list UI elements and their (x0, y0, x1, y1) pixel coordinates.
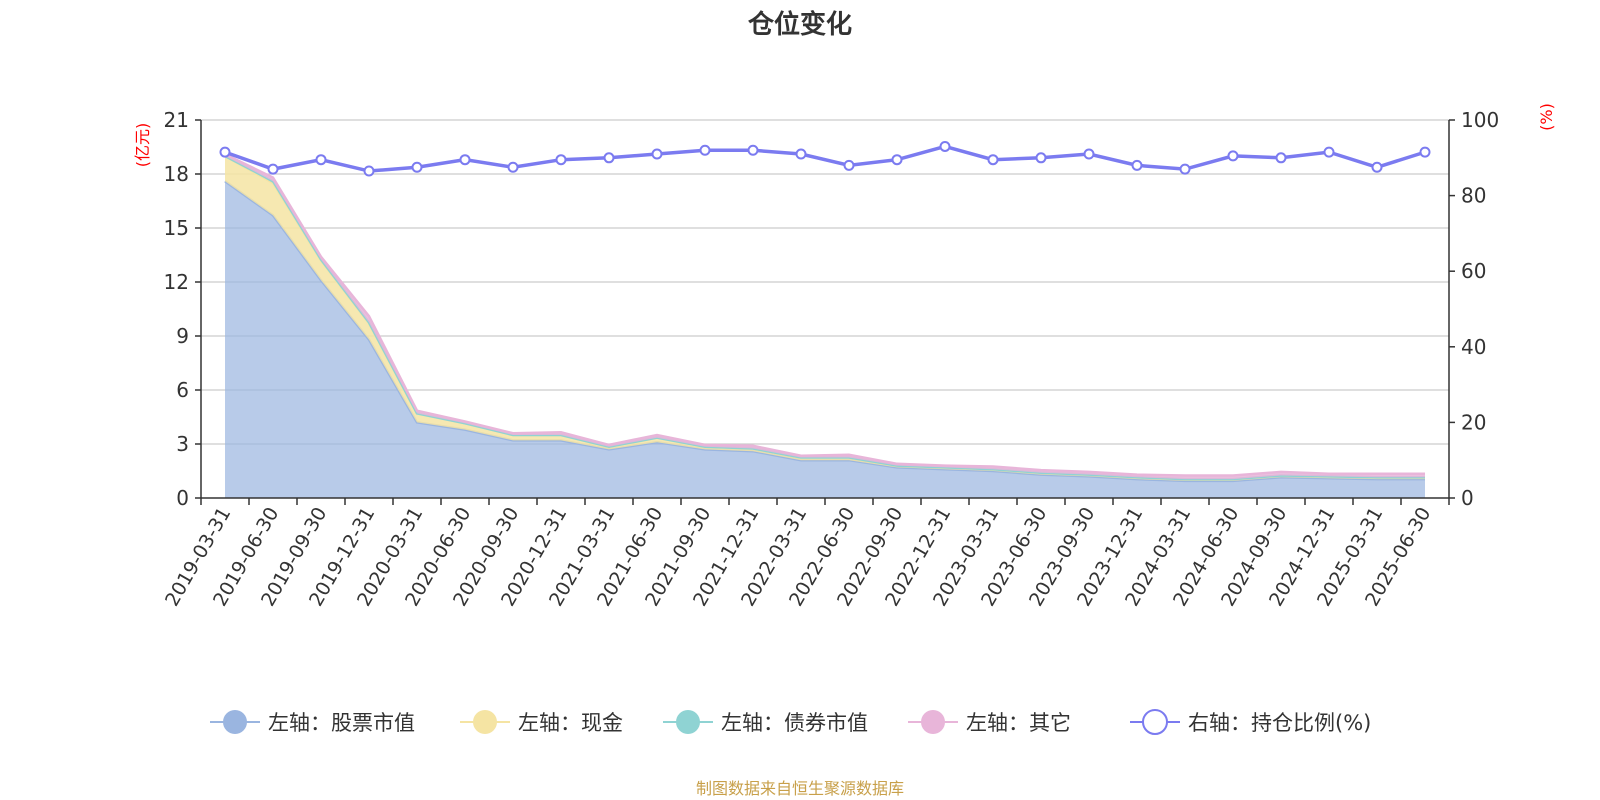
ratio-point[interactable] (939, 140, 951, 152)
area-0 (225, 181, 1425, 498)
right-tick-label: 0 (1461, 486, 1474, 510)
ratio-point[interactable] (1371, 161, 1383, 173)
ratio-point[interactable] (747, 144, 759, 156)
ratio-point[interactable] (843, 159, 855, 171)
right-axis-unit: (%) (1537, 103, 1556, 131)
ratio-point[interactable] (1035, 152, 1047, 164)
ratio-point[interactable] (459, 154, 471, 166)
ratio-point[interactable] (1419, 146, 1431, 158)
legend-label: 左轴：其它 (966, 711, 1071, 735)
legend[interactable]: 左轴：股票市值 左轴：现金 左轴：债券市值 左轴：其它 右轴：持仓比例(%) (210, 709, 1371, 735)
legend-circle-icon (676, 710, 700, 734)
ratio-point[interactable] (1179, 163, 1191, 175)
legend-label: 左轴：现金 (518, 711, 623, 735)
legend-label: 右轴：持仓比例(%) (1188, 711, 1371, 735)
right-tick-label: 60 (1461, 259, 1486, 283)
ratio-line (224, 144, 1426, 173)
ratio-point[interactable] (315, 154, 327, 166)
ratio-point[interactable] (1227, 150, 1239, 162)
ratio-point[interactable] (651, 148, 663, 160)
ratio-point[interactable] (1083, 148, 1095, 160)
ratio-point[interactable] (555, 154, 567, 166)
legend-label: 左轴：债券市值 (721, 711, 868, 735)
left-tick-label: 6 (176, 378, 189, 402)
right-tick-label: 20 (1461, 410, 1486, 434)
legend-item-4[interactable]: 右轴：持仓比例(%) (1130, 709, 1371, 735)
ratio-point[interactable] (987, 154, 999, 166)
left-tick-label: 12 (164, 270, 189, 294)
chart-title: 仓位变化 (747, 9, 852, 40)
ratio-point[interactable] (267, 163, 279, 175)
legend-item-2[interactable]: 左轴：债券市值 (663, 710, 868, 735)
legend-circle-icon (921, 710, 945, 734)
ratio-point[interactable] (507, 161, 519, 173)
right-tick-label: 80 (1461, 184, 1486, 208)
ratio-point[interactable] (363, 165, 375, 177)
left-tick-label: 9 (176, 324, 189, 348)
ratio-point[interactable] (1275, 152, 1287, 164)
grid (201, 119, 1449, 445)
ratio-point[interactable] (219, 146, 231, 158)
right-tick-label: 100 (1461, 108, 1499, 132)
axes: 0 3 6 9 12 15 18 21 0 20 40 60 80 100 (164, 108, 1500, 510)
legend-label: 左轴：股票市值 (268, 711, 415, 735)
ratio-point[interactable] (1131, 159, 1143, 171)
left-tick-label: 3 (176, 432, 189, 456)
source-note: 制图数据来自恒生聚源数据库 (696, 779, 904, 798)
ratio-point[interactable] (795, 148, 807, 160)
left-tick-label: 21 (164, 108, 189, 132)
stacked-areas (224, 153, 1425, 498)
left-axis-unit: (亿元) (133, 123, 152, 168)
legend-item-0[interactable]: 左轴：股票市值 (210, 710, 415, 735)
area-edge-3 (224, 153, 1425, 477)
legend-item-1[interactable]: 左轴：现金 (460, 710, 623, 735)
ratio-point[interactable] (699, 144, 711, 156)
ratio-point[interactable] (603, 152, 615, 164)
legend-circle-icon (1142, 709, 1168, 735)
legend-item-3[interactable]: 左轴：其它 (908, 710, 1071, 735)
legend-circle-icon (223, 710, 247, 734)
ratio-point[interactable] (891, 154, 903, 166)
right-tick-label: 40 (1461, 335, 1486, 359)
ratio-point[interactable] (1323, 146, 1335, 158)
ratio-line-layer (219, 140, 1431, 177)
left-tick-label: 18 (164, 162, 189, 186)
left-tick-label: 15 (164, 216, 189, 240)
x-tick-labels: 2019-03-312019-06-302019-09-302019-12-31… (161, 504, 1435, 611)
left-tick-label: 0 (176, 486, 189, 510)
ratio-point[interactable] (411, 161, 423, 173)
legend-circle-icon (473, 710, 497, 734)
